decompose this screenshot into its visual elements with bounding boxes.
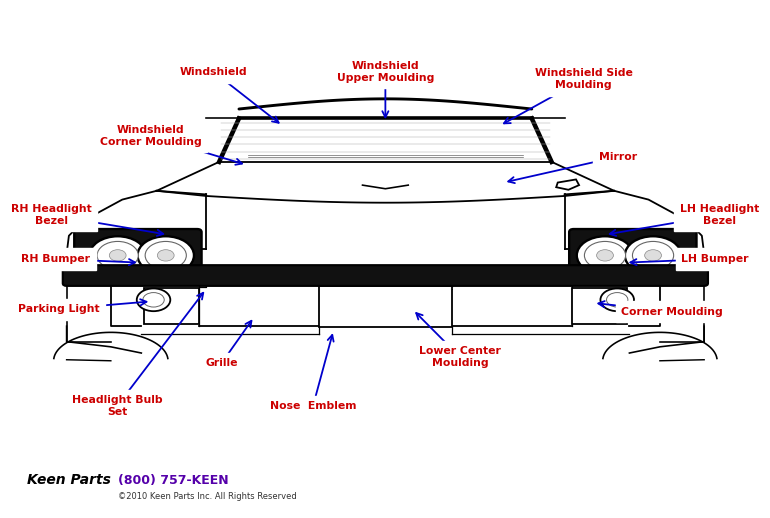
Text: Corner Moulding: Corner Moulding [598, 301, 723, 316]
Circle shape [138, 236, 194, 275]
Text: Mirror: Mirror [599, 152, 637, 162]
Text: RH Headlight
Bezel: RH Headlight Bezel [11, 204, 163, 236]
Circle shape [632, 241, 674, 269]
Polygon shape [556, 179, 579, 190]
Circle shape [577, 236, 633, 275]
Circle shape [109, 250, 126, 261]
Text: RH Bumper: RH Bumper [22, 254, 90, 264]
Circle shape [146, 241, 186, 269]
Text: LH Bumper: LH Bumper [681, 254, 748, 264]
Circle shape [97, 241, 139, 269]
Text: LH Headlight
Bezel: LH Headlight Bezel [610, 204, 759, 236]
Text: Windshield Side
Moulding: Windshield Side Moulding [534, 68, 633, 90]
FancyBboxPatch shape [569, 229, 697, 283]
Circle shape [644, 250, 661, 261]
Text: RH Headlight
Bezel: RH Headlight Bezel [11, 204, 92, 226]
Text: Grille: Grille [205, 358, 238, 368]
Text: (800) 757-KEEN: (800) 757-KEEN [119, 473, 229, 486]
Text: Headlight Bulb
Set: Headlight Bulb Set [72, 395, 162, 417]
Text: ©2010 Keen Parts Inc. All Rights Reserved: ©2010 Keen Parts Inc. All Rights Reserve… [119, 492, 297, 501]
Text: Lower Center
Moulding: Lower Center Moulding [419, 347, 501, 368]
Text: Keen Parts: Keen Parts [27, 473, 111, 487]
Text: Windshield
Upper Moulding: Windshield Upper Moulding [336, 61, 434, 83]
Circle shape [601, 289, 634, 311]
Circle shape [607, 293, 628, 307]
Text: Mirror: Mirror [508, 152, 637, 183]
Text: Parking Light: Parking Light [18, 299, 146, 314]
Text: LH Headlight
Bezel: LH Headlight Bezel [680, 204, 759, 226]
Text: Windshield Side
Moulding: Windshield Side Moulding [504, 68, 633, 123]
Text: RH Bumper: RH Bumper [22, 254, 135, 265]
FancyBboxPatch shape [144, 288, 199, 324]
Circle shape [584, 241, 625, 269]
Text: Parking Light: Parking Light [18, 304, 100, 314]
Text: Lower Center
Moulding: Lower Center Moulding [417, 313, 501, 368]
Text: Windshield
Corner Moulding: Windshield Corner Moulding [99, 125, 202, 147]
Text: Headlight Bulb
Set: Headlight Bulb Set [72, 293, 203, 417]
Circle shape [89, 236, 146, 275]
Text: Windshield
Corner Moulding: Windshield Corner Moulding [99, 125, 242, 165]
Circle shape [143, 293, 164, 307]
FancyBboxPatch shape [63, 265, 708, 286]
Text: Windshield
Upper Moulding: Windshield Upper Moulding [336, 61, 434, 117]
Text: Grille: Grille [205, 321, 252, 368]
Text: LH Bumper: LH Bumper [631, 254, 748, 265]
FancyBboxPatch shape [319, 286, 452, 327]
Text: Nose  Emblem: Nose Emblem [270, 401, 357, 411]
FancyBboxPatch shape [74, 229, 202, 283]
Text: Nose  Emblem: Nose Emblem [270, 335, 357, 411]
Circle shape [624, 236, 681, 275]
FancyBboxPatch shape [572, 288, 627, 324]
Text: Windshield: Windshield [180, 67, 248, 77]
Circle shape [597, 250, 614, 261]
Circle shape [137, 289, 170, 311]
Circle shape [157, 250, 174, 261]
Text: Corner Moulding: Corner Moulding [621, 307, 723, 316]
Text: Windshield: Windshield [180, 67, 279, 123]
